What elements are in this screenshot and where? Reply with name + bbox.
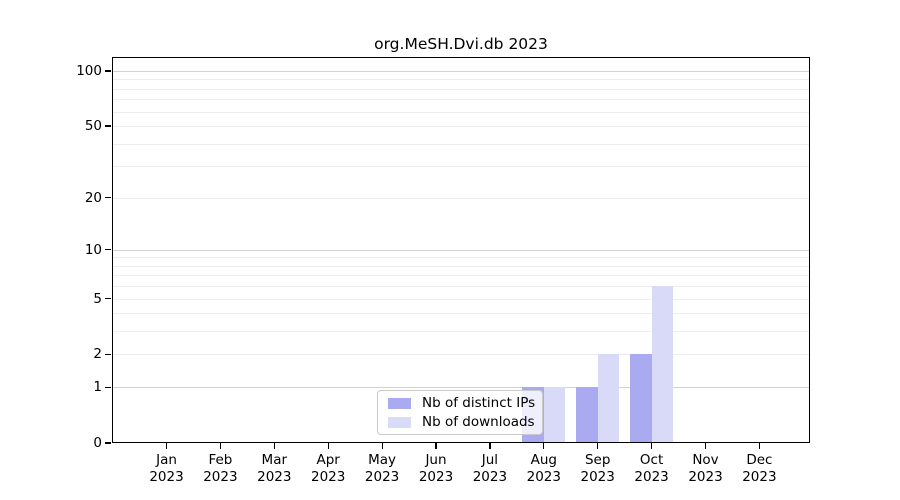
y-tick-label: 5: [93, 290, 102, 307]
gridline-y-major: [112, 387, 810, 389]
gridline-y-minor: [112, 354, 810, 356]
x-tick-label: Apr 2023: [311, 452, 346, 485]
x-tick-label: Nov 2023: [688, 452, 723, 485]
gridline-y-minor: [112, 79, 810, 81]
gridline-y-major: [112, 249, 810, 251]
legend-label-downloads: Nb of downloads: [422, 413, 535, 430]
y-tick-label: 2: [93, 346, 102, 363]
x-tick-label: Mar 2023: [257, 452, 292, 485]
gridline-y-minor: [112, 257, 810, 259]
gridline-y-major: [112, 70, 810, 72]
gridline-y-minor: [112, 143, 810, 145]
gridline-y-minor: [112, 265, 810, 267]
y-axis-tick: [105, 386, 112, 388]
bar-downloads-aug: [543, 387, 566, 443]
gridline-y-minor: [112, 286, 810, 288]
legend-swatch-distinct-ips-icon: [388, 397, 411, 409]
x-axis-tick: [219, 443, 222, 449]
x-tick-label: Jan 2023: [149, 452, 184, 485]
gridline-y-minor: [112, 166, 810, 168]
x-axis-tick: [381, 443, 383, 449]
bar-downloads-sep: [597, 354, 620, 443]
y-axis-tick: [105, 196, 112, 199]
x-tick-label: Oct 2023: [634, 452, 669, 485]
gridline-y-minor: [112, 331, 810, 333]
plot-area: 0 1 2 5 10 20 50 100 Jan 2023 Feb 2023 Mar 2023 Apr…: [76, 57, 810, 485]
y-axis-tick: [105, 297, 112, 300]
gridline-y-minor: [112, 99, 810, 101]
chart-title: org.MeSH.Dvi.db 2023: [374, 35, 548, 53]
legend-item-distinct-ips: Nb of distinct IPs: [388, 394, 542, 411]
gridline-y-minor: [112, 298, 810, 300]
x-tick-label: May 2023: [364, 452, 400, 485]
x-axis-tick: [758, 443, 761, 449]
gridline-y-minor: [112, 126, 810, 127]
y-tick-label: 1: [93, 379, 102, 396]
y-axis-tick: [105, 442, 112, 444]
legend-label-distinct-ips: Nb of distinct IPs: [422, 394, 536, 411]
x-tick-label: Jun 2023: [418, 452, 454, 485]
legend-item-downloads: Nb of downloads: [388, 413, 542, 430]
y-axis-tick: [105, 353, 112, 356]
y-tick-label: 20: [84, 189, 102, 206]
y-tick-label: 50: [84, 118, 102, 134]
legend-swatch-downloads-icon: [388, 416, 411, 428]
y-axis-tick: [105, 125, 112, 127]
y-axis-tick: [105, 249, 112, 251]
x-axis-tick: [435, 443, 437, 449]
x-tick-label: Jul 2023: [472, 452, 508, 485]
x-axis-tick: [704, 443, 707, 449]
x-tick-label: Dec 2023: [742, 452, 777, 485]
y-tick-label: 0: [93, 435, 102, 451]
gridline-y-minor: [112, 197, 810, 199]
gridline-y-minor: [112, 275, 810, 277]
gridline-y-minor: [112, 111, 810, 113]
y-axis-tick: [105, 70, 112, 72]
y-tick-label: 10: [84, 241, 102, 258]
x-axis-tick: [543, 443, 545, 449]
x-axis-tick: [489, 443, 491, 449]
x-tick-label: Sep 2023: [580, 452, 615, 485]
gridline-y-minor: [112, 313, 810, 315]
x-axis-tick: [165, 443, 168, 449]
x-axis-tick: [327, 443, 329, 449]
x-tick-label: Feb 2023: [203, 452, 238, 485]
x-axis-tick: [597, 443, 599, 449]
bar-distinct-ips-sep: [576, 387, 598, 443]
legend: Nb of distinct IPs Nb of downloads: [377, 390, 543, 435]
y-tick-label: 100: [76, 62, 102, 79]
x-axis-tick: [651, 443, 653, 449]
bar-downloads-oct: [651, 286, 674, 443]
gridline-y-minor: [112, 88, 810, 90]
x-tick-label: Aug 2023: [526, 452, 561, 485]
x-axis-tick: [273, 443, 275, 449]
bar-distinct-ips-oct: [630, 354, 652, 443]
